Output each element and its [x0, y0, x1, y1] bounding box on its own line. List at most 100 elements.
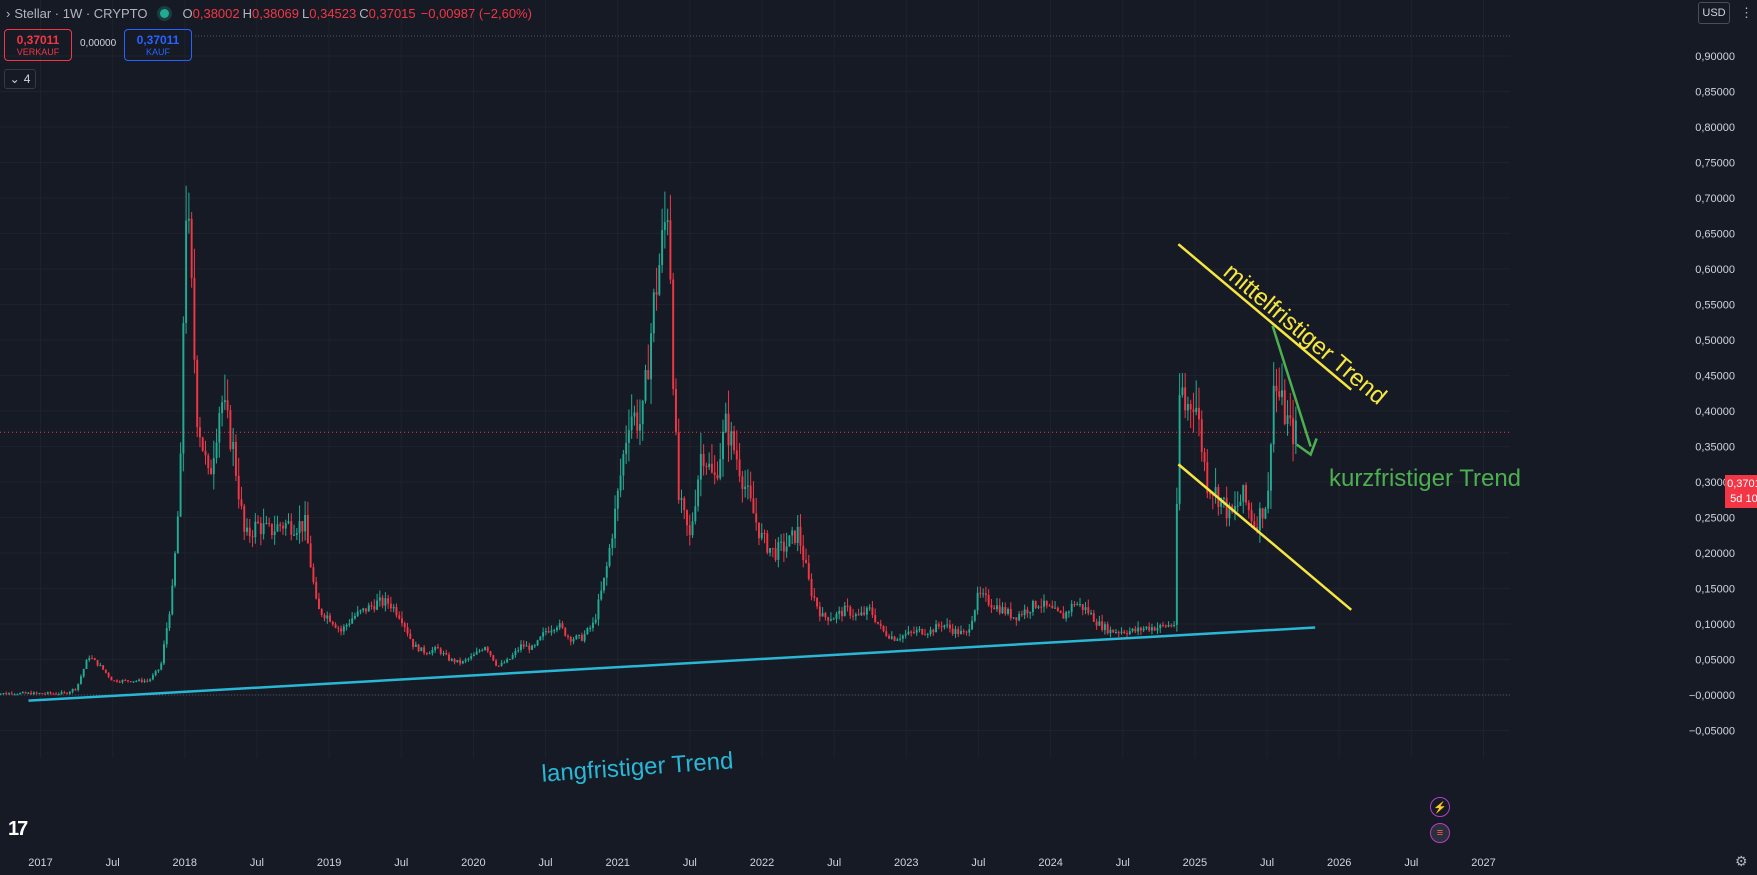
candle-body: [13, 694, 16, 696]
tradingview-logo-icon[interactable]: 17: [8, 818, 28, 840]
candle-body: [1170, 625, 1173, 627]
candle-body: [683, 498, 686, 511]
candle-body: [1131, 628, 1134, 632]
candle-body: [1020, 614, 1023, 616]
candle-body: [456, 660, 459, 663]
currency-button[interactable]: USD: [1698, 2, 1730, 24]
candle-body: [204, 450, 207, 456]
y-tick-label: 0,55000: [1695, 300, 1735, 312]
y-tick-label: 0,40000: [1695, 406, 1735, 418]
candle-body: [218, 413, 221, 443]
candle-body: [417, 644, 420, 652]
candle-body: [915, 630, 918, 633]
candle-body: [478, 650, 481, 652]
candle-body: [450, 658, 453, 661]
candle-body: [1120, 631, 1123, 633]
candle-body: [1142, 628, 1145, 631]
candle-body: [1139, 627, 1142, 631]
settings-gear-icon[interactable]: ⚙: [1735, 853, 1748, 869]
candle-body: [1225, 497, 1228, 519]
candle-body: [888, 635, 891, 639]
candle-body: [1092, 613, 1095, 622]
candle-body: [1228, 505, 1231, 519]
candle-body: [539, 636, 542, 641]
candle-body: [636, 412, 639, 431]
candle-body: [1233, 506, 1236, 513]
candle-body: [1156, 628, 1159, 631]
candle-body: [760, 532, 763, 539]
candle-body: [448, 654, 450, 661]
candle-body: [1065, 611, 1068, 619]
candle-body: [395, 607, 398, 616]
trend-line: [28, 626, 1316, 702]
candle-body: [962, 630, 965, 632]
candle-body: [475, 651, 478, 655]
market-status-dot[interactable]: [159, 8, 169, 18]
candle-body: [1056, 607, 1059, 611]
x-tick-label: Jul: [539, 857, 553, 869]
candle-body: [317, 598, 320, 610]
candle-body: [1034, 601, 1037, 608]
candle-body: [1264, 508, 1267, 519]
candle-body: [713, 472, 716, 475]
candle-body: [431, 649, 434, 654]
candle-body: [168, 614, 171, 629]
candle-body: [805, 560, 807, 563]
candle-body: [758, 522, 760, 539]
candle-body: [445, 653, 448, 655]
indicators-toggle[interactable]: ⌄ 4: [4, 69, 36, 89]
x-tick-label: 2019: [317, 857, 341, 869]
symbol-title[interactable]: › Stellar · 1W · CRYPTO: [6, 6, 148, 21]
chevron-icon: ›: [6, 5, 11, 21]
candle-body: [229, 410, 232, 450]
candle-body: [91, 658, 93, 660]
candle-body: [486, 647, 489, 652]
buy-label: KAUF: [145, 47, 170, 57]
candle-body: [946, 624, 949, 626]
candle-body: [1209, 492, 1212, 495]
candle-body: [666, 220, 669, 223]
candle-body: [243, 505, 246, 532]
candle-body: [27, 692, 30, 694]
candle-body: [782, 541, 785, 552]
x-tick-label: 2020: [461, 857, 485, 869]
menu-icon[interactable]: ⋮: [1740, 5, 1753, 20]
candle-body: [77, 683, 80, 690]
y-tick-label: 0,70000: [1695, 193, 1735, 205]
candle-body: [409, 633, 412, 639]
candle-body: [32, 692, 35, 695]
candle-body: [340, 628, 343, 632]
candle-body: [373, 606, 376, 610]
candle-body: [439, 648, 442, 654]
candle-body: [752, 498, 755, 514]
candle-body: [655, 292, 658, 295]
candle-body: [1281, 390, 1283, 398]
candle-body: [1043, 600, 1045, 607]
candle-body: [1178, 395, 1181, 504]
candle-body: [301, 521, 304, 532]
candle-body: [799, 526, 802, 546]
candle-body: [724, 413, 727, 432]
indicators-count: 4: [23, 72, 31, 86]
x-tick-label: Jul: [1404, 857, 1418, 869]
candle-body: [71, 689, 74, 692]
candle-body: [284, 523, 287, 529]
candle-body: [810, 578, 813, 597]
buy-button[interactable]: 0,37011 KAUF: [124, 29, 192, 61]
candle-body: [376, 600, 379, 610]
candle-body: [215, 442, 218, 459]
candle-body: [829, 619, 832, 621]
candle-body: [1206, 462, 1209, 493]
us-flag-event-icon[interactable]: ≡: [1430, 823, 1450, 843]
candle-body: [254, 521, 257, 538]
candle-body: [1153, 627, 1156, 631]
sell-button[interactable]: 0,37011 VERKAUF: [4, 29, 72, 61]
candle-body: [187, 218, 190, 221]
flash-event-icon[interactable]: ⚡: [1430, 797, 1450, 817]
candle-body: [182, 322, 185, 454]
candle-body: [968, 629, 971, 633]
candle-body: [644, 369, 647, 401]
candle-body: [1001, 607, 1004, 614]
candle-body: [998, 605, 1001, 614]
